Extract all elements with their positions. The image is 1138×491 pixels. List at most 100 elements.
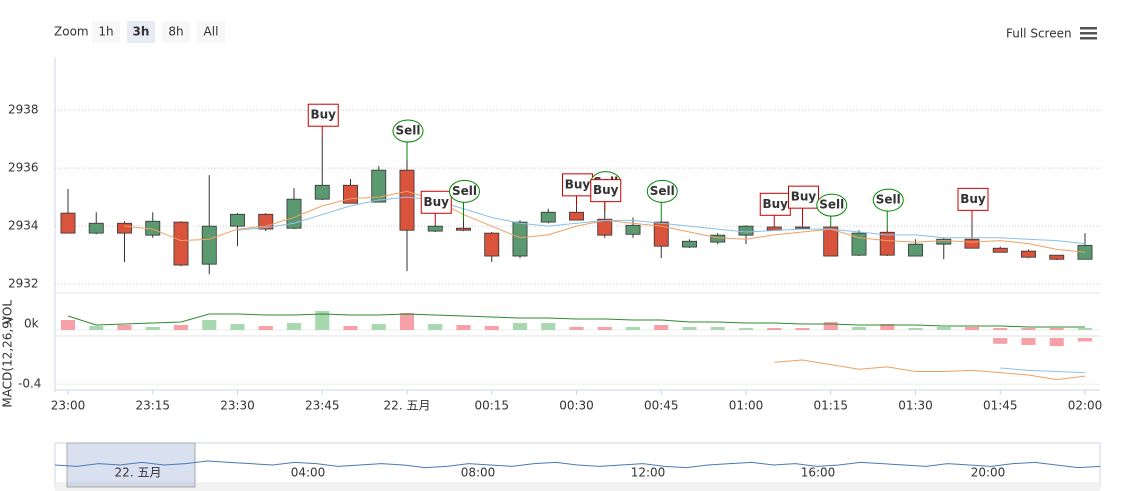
volume-bar [371, 324, 386, 330]
candle-body [1021, 250, 1036, 258]
candle-body [60, 212, 76, 234]
flag-label: Buy [310, 108, 336, 122]
y-tick-label: 0k [24, 317, 39, 331]
y-tick-label: 2936 [8, 161, 39, 175]
candle-body [682, 240, 697, 248]
candle-body [371, 169, 387, 203]
volume-bar [60, 320, 76, 330]
x-tick-label: 00:30 [559, 399, 594, 413]
menu-icon[interactable] [1080, 27, 1097, 40]
y-tick-label: -0.4 [18, 377, 41, 391]
candle-body [795, 226, 810, 229]
flag-label: Buy [593, 183, 619, 197]
candle-body [1049, 254, 1065, 260]
volume-bar [1077, 328, 1093, 330]
macd-bar [993, 338, 1008, 344]
volume-bar [851, 326, 867, 330]
candle-body [314, 184, 330, 200]
candle-body [653, 221, 669, 247]
zoom-button-label[interactable]: All [204, 25, 219, 39]
flag-label: Buy [565, 177, 591, 191]
candle-body [427, 225, 443, 232]
zoom-button[interactable] [197, 21, 225, 43]
zoom-button-label[interactable]: 8h [168, 25, 183, 39]
x-tick-label: 00:45 [644, 399, 679, 413]
zoom-label: Zoom [54, 25, 89, 39]
volume-bar [258, 326, 273, 330]
navigator-label: 20:00 [971, 466, 1006, 480]
flag-label: Sell [650, 184, 675, 198]
volume-bar [767, 328, 782, 330]
x-tick-label: 23:15 [135, 399, 170, 413]
volume-bar [1021, 328, 1036, 330]
candle-body [540, 211, 556, 223]
candle-body [512, 221, 528, 257]
flag-box [788, 185, 819, 209]
volume-bar [710, 326, 725, 330]
volume-bar [484, 326, 499, 330]
flag-label: Sell [452, 184, 477, 198]
pane-title: VOL [1, 300, 15, 324]
volume-bar [145, 326, 160, 330]
x-tick-label: 23:30 [220, 399, 255, 413]
candle-body [343, 184, 358, 204]
flag-label: Sell [819, 198, 844, 212]
candle-body [738, 225, 754, 236]
candle-body [569, 211, 584, 221]
volume-bar [399, 313, 415, 330]
zoom-button[interactable] [127, 21, 155, 43]
volume-bar [173, 324, 189, 330]
volume-bar [682, 326, 697, 330]
flag-box [646, 179, 678, 203]
macd-bar [1021, 338, 1036, 345]
macd-line [774, 359, 1086, 381]
candle-body [88, 222, 104, 234]
x-tick-label: 23:45 [305, 399, 340, 413]
scrollbar[interactable] [55, 482, 1100, 491]
candle-body [964, 238, 980, 249]
candle-body [908, 243, 923, 257]
navigator-label: 04:00 [291, 466, 326, 480]
flag-box [872, 188, 904, 212]
volume-bar [202, 320, 217, 330]
volume-bar [117, 324, 132, 330]
y-tick-label: 2932 [8, 277, 39, 291]
moving-average [237, 196, 1086, 245]
candle-body [879, 231, 895, 256]
volume-bar [823, 322, 838, 330]
x-tick-label: 22. 五月 [384, 399, 431, 413]
volume-bar [286, 322, 302, 330]
zoom-button-label[interactable]: 3h [133, 25, 150, 39]
flag-label: Sell [395, 124, 420, 138]
x-tick-label: 01:30 [898, 399, 933, 413]
zoom-button[interactable] [162, 21, 190, 43]
candle-body [286, 198, 302, 229]
full-screen[interactable]: Full Screen [1006, 27, 1072, 41]
candle-body [173, 221, 189, 266]
volume-bar [230, 324, 245, 330]
flag-label: Buy [423, 195, 449, 209]
candle-body [625, 224, 641, 235]
candle-body [823, 226, 839, 257]
volume-bar [908, 328, 923, 330]
flag-box [449, 179, 480, 203]
x-tick-label: 02:00 [1068, 399, 1103, 413]
volume-bar [880, 324, 895, 330]
zoom-button[interactable] [92, 21, 120, 43]
flag-box [392, 119, 424, 143]
volume-bar [654, 324, 669, 330]
x-tick-label: 00:15 [474, 399, 509, 413]
y-tick-label: 2934 [8, 219, 39, 233]
flag-box [420, 190, 452, 214]
macd-line [1000, 367, 1086, 374]
macd-bar [1049, 338, 1064, 347]
pane-title: MACD(12,26,9) [1, 316, 15, 407]
volume-bar [512, 322, 528, 330]
candle-body [484, 232, 500, 257]
zoom-button-label[interactable]: 1h [98, 25, 113, 39]
flag-box [816, 193, 848, 217]
volume-bar [993, 328, 1008, 330]
candle-body [597, 218, 613, 236]
candle-body [230, 213, 245, 227]
